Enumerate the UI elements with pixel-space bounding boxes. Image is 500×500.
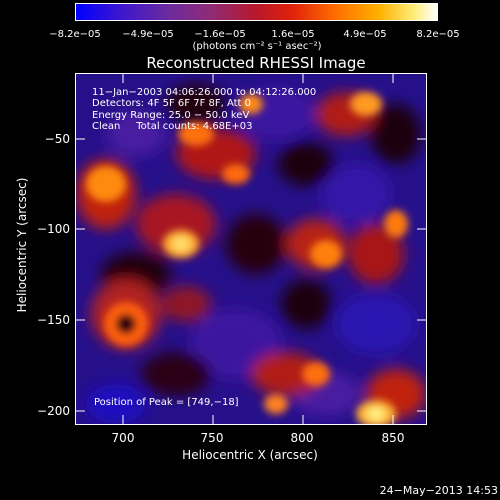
colorbar-units: (photons cm⁻² s⁻¹ asec⁻²): [192, 41, 322, 52]
info-energy-range: Energy Range: 25.0 − 50.0 keV: [92, 110, 250, 121]
y-tick-label: −150: [37, 313, 70, 327]
image-map: [76, 74, 426, 424]
colorbar-tick: 4.9e−05: [343, 29, 387, 40]
colorbar-tick: −1.6e−05: [194, 29, 246, 40]
info-clean-counts: Clean Total counts: 4.68E+03: [92, 121, 253, 132]
rhessi-image: [75, 73, 427, 425]
colorbar-tick: 8.2e−05: [416, 29, 460, 40]
y-tick-label: −100: [37, 222, 70, 236]
x-tick-label: 750: [200, 431, 224, 445]
x-tick-label: 850: [381, 431, 405, 445]
info-time-range: 11−Jan−2003 04:06:26.000 to 04:12:26.000: [92, 87, 317, 98]
info-detectors: Detectors: 4F 5F 6F 7F 8F, Att 0: [92, 98, 252, 109]
plot-title: Reconstructed RHESSI Image: [146, 54, 366, 72]
colorbar: [75, 3, 438, 21]
axis-ticks: [75, 73, 427, 425]
y-tick-label: −50: [44, 132, 70, 146]
colorbar-tick: −8.2e−05: [49, 29, 101, 40]
y-axis-label: Heliocentric Y (arcsec): [15, 177, 29, 313]
x-tick-label: 700: [111, 431, 135, 445]
y-tick-label: −200: [37, 404, 70, 418]
info-peak-position: Position of Peak = [749,−18]: [94, 397, 239, 408]
colorbar-tick: 1.6e−05: [271, 29, 315, 40]
x-axis-label: Heliocentric X (arcsec): [182, 448, 318, 462]
x-tick-label: 800: [290, 431, 314, 445]
colorbar-tick: −4.9e−05: [122, 29, 174, 40]
footer-timestamp: 24−May−2013 14:53: [379, 484, 498, 497]
